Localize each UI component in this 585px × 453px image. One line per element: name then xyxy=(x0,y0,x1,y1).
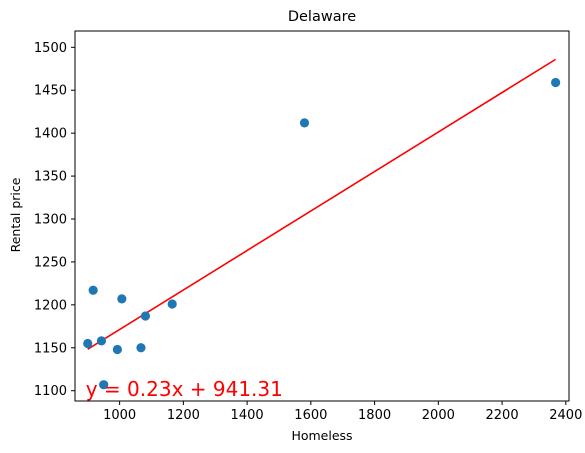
scatter-point xyxy=(140,311,151,321)
scatter-point xyxy=(99,380,109,390)
x-tick-label: 1400 xyxy=(231,408,264,423)
chart-title: Delaware xyxy=(288,9,356,25)
scatter-point xyxy=(112,344,122,355)
scatter-point xyxy=(83,338,93,349)
scatter-points xyxy=(83,77,561,390)
x-tick-label: 1600 xyxy=(294,408,327,423)
regression-equation-label: y = 0.23x + 941.31 xyxy=(86,377,283,401)
y-tick-label: 1100 xyxy=(34,384,67,399)
y-tick-label: 1450 xyxy=(34,84,67,99)
x-tick-label: 2400 xyxy=(549,408,582,423)
plot-area xyxy=(74,30,570,402)
y-tick-label: 1150 xyxy=(34,341,67,356)
x-tick-label: 1200 xyxy=(167,408,200,423)
y-tick-label: 1300 xyxy=(34,213,67,228)
x-axis-ticks: 1000 1200 1400 1600 1800 2000 2200 2400 xyxy=(103,401,582,423)
scatter-point xyxy=(136,343,146,353)
regression-group xyxy=(87,58,557,350)
scatter-point xyxy=(88,285,98,295)
scatter-point xyxy=(167,299,177,309)
scatter-point xyxy=(551,77,561,88)
scatter-point xyxy=(96,336,107,346)
y-axis-label: Rental price xyxy=(8,177,23,252)
y-tick-label: 1200 xyxy=(34,298,67,313)
x-axis-label: Homeless xyxy=(291,428,352,443)
plot-frame xyxy=(74,30,570,402)
x-tick-label: 2000 xyxy=(422,408,455,423)
scatter-point xyxy=(299,118,310,128)
regression-line xyxy=(87,58,557,350)
y-tick-label: 1500 xyxy=(34,41,67,56)
y-tick-label: 1400 xyxy=(34,127,67,142)
x-tick-label: 2200 xyxy=(486,408,519,423)
x-tick-label: 1800 xyxy=(358,408,391,423)
scatter-point xyxy=(117,294,127,304)
y-tick-label: 1350 xyxy=(34,170,67,185)
x-tick-label: 1000 xyxy=(103,408,136,423)
y-axis-ticks: 1100 1150 1200 1250 1300 1350 1400 1450 1500 xyxy=(34,41,75,399)
y-tick-label: 1250 xyxy=(34,255,67,270)
